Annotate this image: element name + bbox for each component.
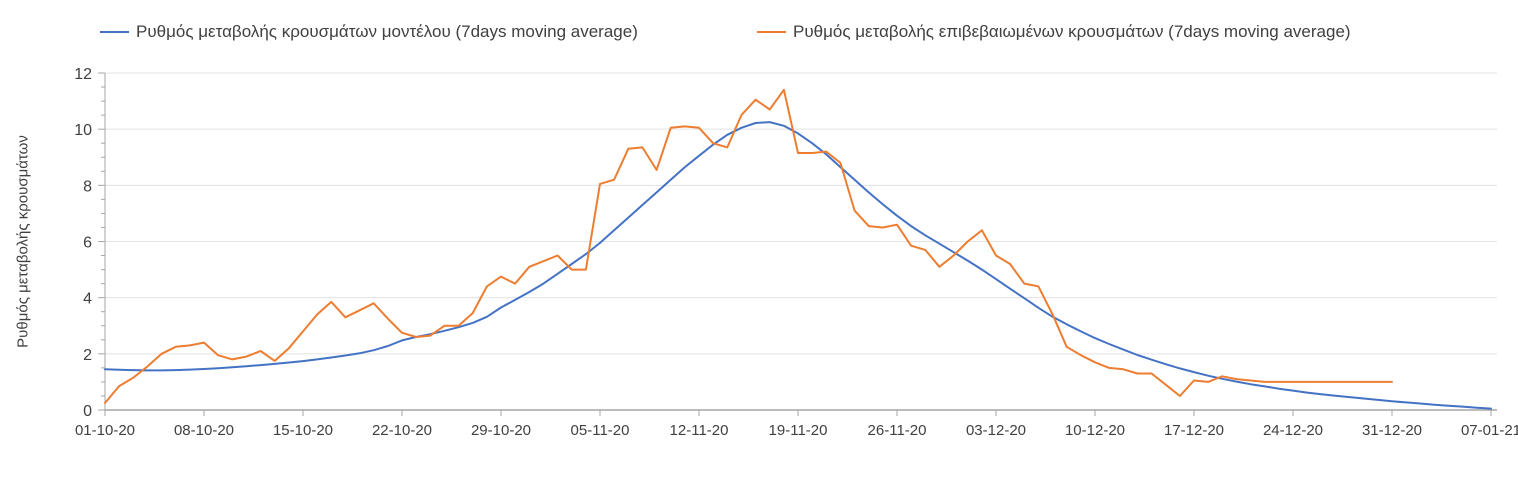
x-tick-label: 15-10-20: [273, 422, 333, 439]
x-tick-label: 10-12-20: [1065, 422, 1125, 439]
y-tick-label: 10: [74, 122, 92, 139]
x-tick-label: 03-12-20: [966, 422, 1026, 439]
x-tick-label: 31-12-20: [1362, 422, 1422, 439]
x-tick-label: 24-12-20: [1263, 422, 1323, 439]
x-tick-label: 17-12-20: [1164, 422, 1224, 439]
x-tick-label: 08-10-20: [174, 422, 234, 439]
legend-item-model: Ρυθμός μεταβολής κρουσμάτων μοντέλου (7d…: [100, 22, 638, 42]
y-tick-label: 8: [83, 178, 92, 195]
x-tick-label: 29-10-20: [471, 422, 531, 439]
x-tick-label: 19-11-20: [769, 422, 828, 439]
y-tick-label: 4: [83, 291, 92, 308]
y-tick-label: 6: [83, 235, 92, 252]
model-series-line: [104, 121, 1492, 410]
y-axis-title: Ρυθμός μεταβολής κρουσμάτων: [14, 135, 32, 348]
legend-label-model: Ρυθμός μεταβολής κρουσμάτων μοντέλου (7d…: [136, 22, 638, 41]
x-tick-label: 01-10-20: [75, 422, 135, 439]
x-tick-label: 05-11-20: [571, 422, 630, 439]
x-tick-label: 07-01-21: [1461, 422, 1518, 439]
y-tick-label: 12: [74, 66, 92, 83]
x-tick-label: 26-11-20: [868, 422, 927, 439]
model-line-swatch-icon: [100, 31, 129, 33]
y-tick-label: 0: [83, 403, 92, 420]
legend-label-confirmed: Ρυθμός μεταβολής επιβεβαιωμένων κρουσμάτ…: [793, 22, 1351, 41]
x-tick-label: 22-10-20: [372, 422, 432, 439]
y-tick-label: 2: [83, 347, 92, 364]
confirmed-line-swatch-icon: [757, 31, 786, 33]
x-tick-label: 12-11-20: [670, 422, 729, 439]
confirmed-series-line: [104, 88, 1393, 404]
legend-item-confirmed: Ρυθμός μεταβολής επιβεβαιωμένων κρουσμάτ…: [757, 22, 1351, 42]
